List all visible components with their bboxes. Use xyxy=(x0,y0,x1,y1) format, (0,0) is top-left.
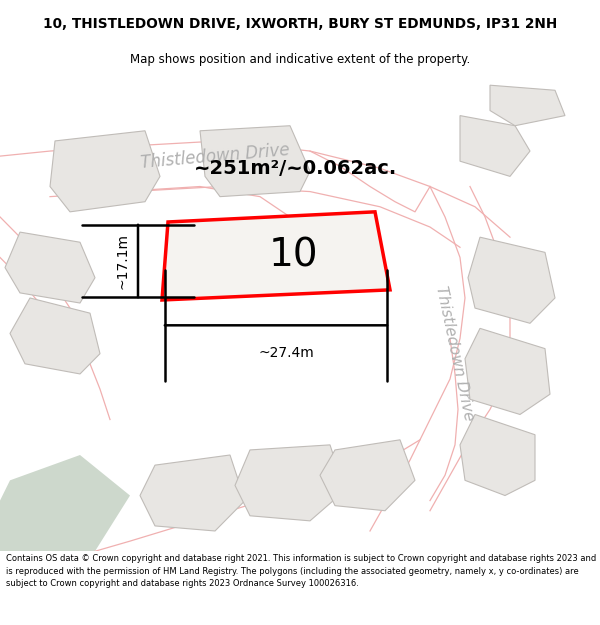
Polygon shape xyxy=(460,116,530,176)
Text: ~17.1m: ~17.1m xyxy=(116,233,130,289)
Polygon shape xyxy=(465,328,550,414)
Polygon shape xyxy=(200,126,310,197)
Polygon shape xyxy=(468,237,555,323)
Polygon shape xyxy=(490,85,565,126)
Text: ~27.4m: ~27.4m xyxy=(258,346,314,359)
Text: Map shows position and indicative extent of the property.: Map shows position and indicative extent… xyxy=(130,52,470,66)
Polygon shape xyxy=(460,414,535,496)
Text: 10, THISTLEDOWN DRIVE, IXWORTH, BURY ST EDMUNDS, IP31 2NH: 10, THISTLEDOWN DRIVE, IXWORTH, BURY ST … xyxy=(43,18,557,31)
Polygon shape xyxy=(0,455,130,551)
Polygon shape xyxy=(5,232,95,303)
Polygon shape xyxy=(235,445,345,521)
Text: Thistledown Drive: Thistledown Drive xyxy=(433,285,476,422)
Text: Contains OS data © Crown copyright and database right 2021. This information is : Contains OS data © Crown copyright and d… xyxy=(6,554,596,588)
Text: ~251m²/~0.062ac.: ~251m²/~0.062ac. xyxy=(193,159,397,177)
Polygon shape xyxy=(162,212,390,300)
Polygon shape xyxy=(140,455,245,531)
Text: 10: 10 xyxy=(269,237,319,275)
Text: Thistledown Drive: Thistledown Drive xyxy=(140,141,290,172)
Polygon shape xyxy=(320,440,415,511)
Polygon shape xyxy=(50,131,160,212)
Polygon shape xyxy=(10,298,100,374)
